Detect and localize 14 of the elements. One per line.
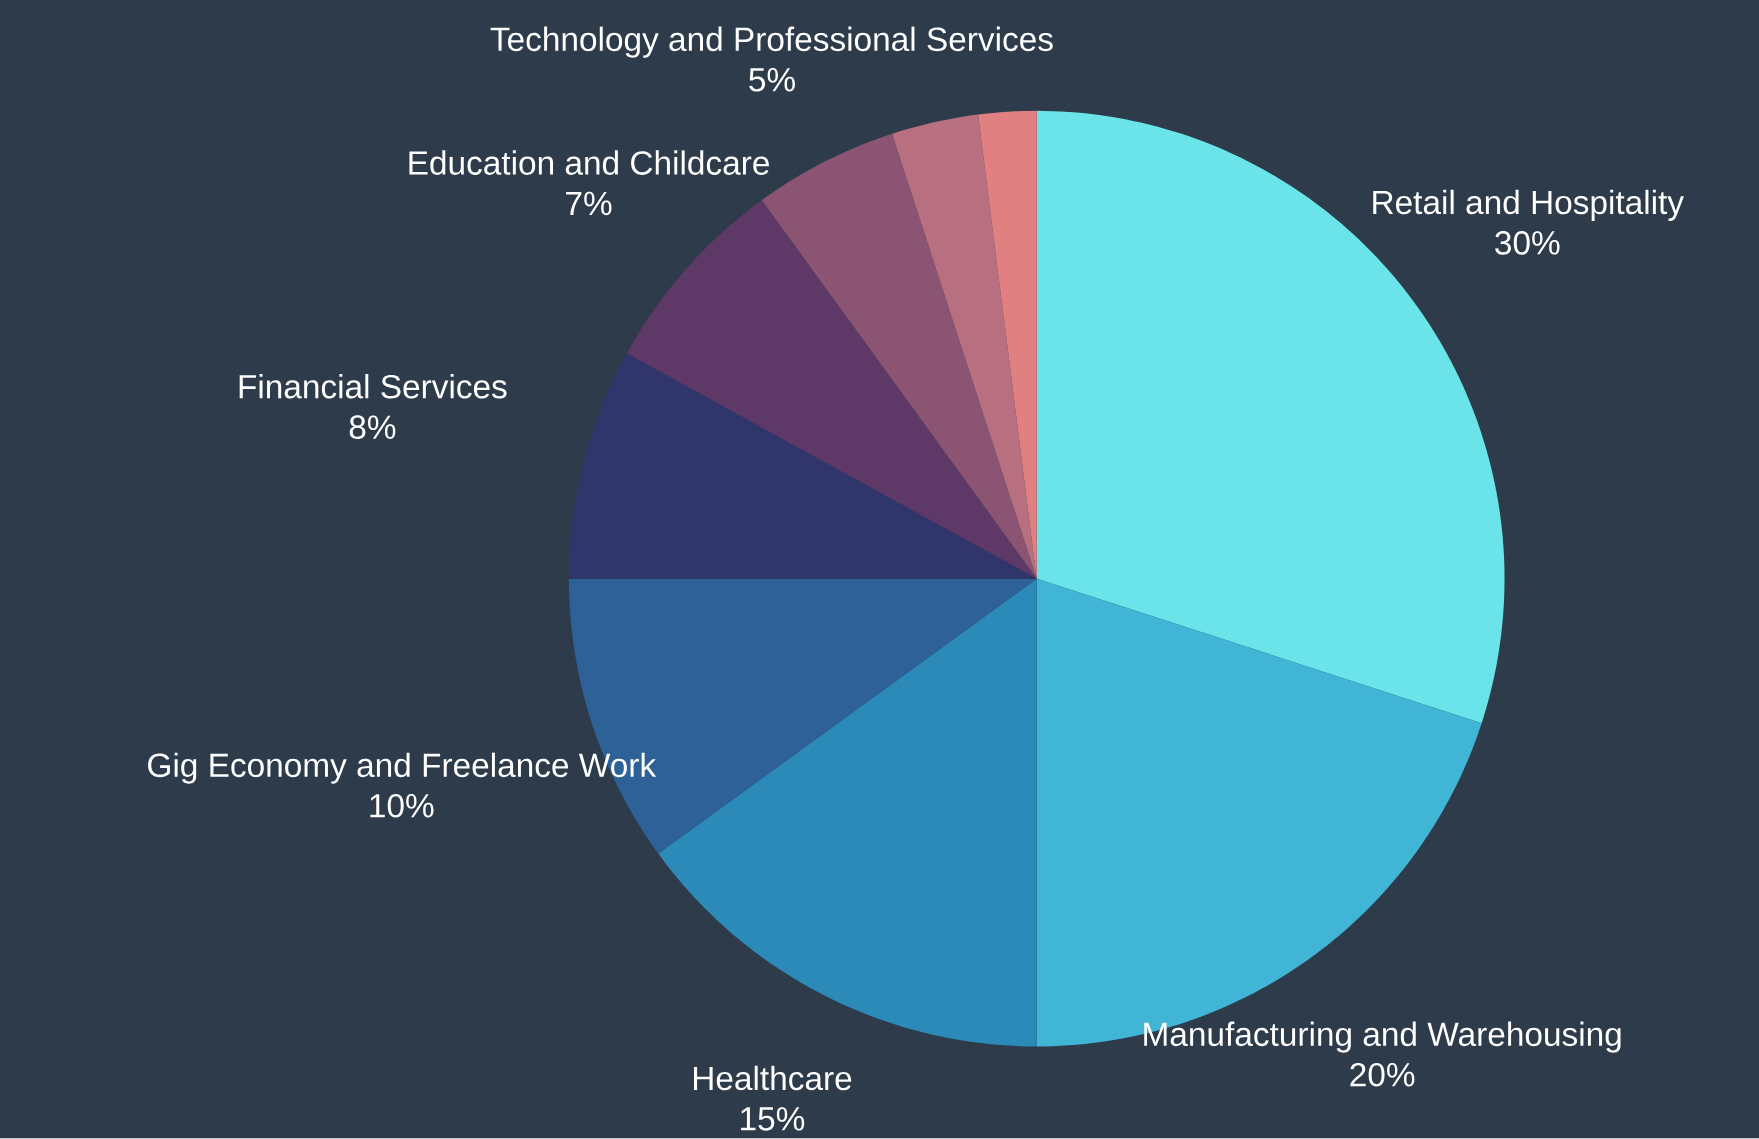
slice-label: Education and Childcare bbox=[409, 150, 769, 176]
slice-label: Manufacturing and Warehousing bbox=[1144, 1021, 1621, 1053]
data-label: 5% bbox=[749, 68, 795, 92]
data-label: 15% bbox=[741, 1107, 805, 1131]
data-label: 10% bbox=[370, 794, 434, 818]
slice-label: Financial Services bbox=[239, 374, 507, 399]
slice-label: Technology and Professional Services bbox=[490, 26, 1053, 58]
data-label: 20% bbox=[1350, 1063, 1415, 1087]
data-label: 8% bbox=[349, 415, 396, 440]
data-label: 7% bbox=[566, 192, 612, 216]
data-label: 30% bbox=[1495, 231, 1560, 255]
slice-label: Gig Economy and Freelance Work bbox=[148, 752, 657, 784]
slice-label: Retail and Hospitality bbox=[1373, 189, 1684, 222]
slice-label: Healthcare bbox=[693, 1065, 852, 1091]
